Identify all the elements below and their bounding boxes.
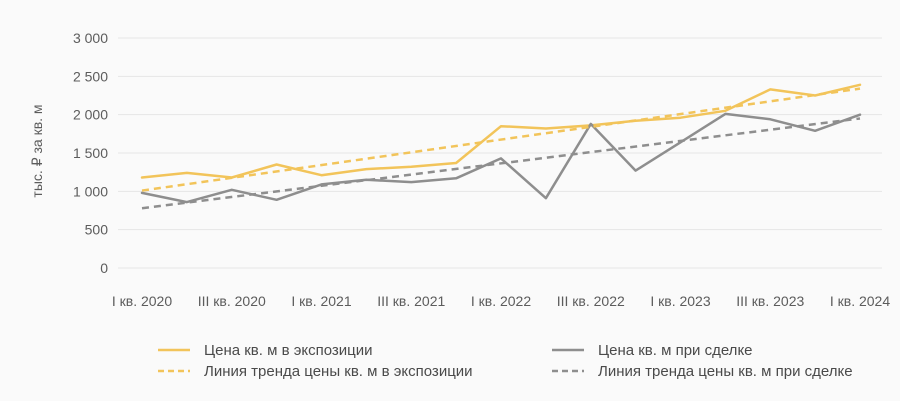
y-tick-label: 3 000	[73, 30, 108, 46]
x-tick-label: I кв. 2022	[471, 293, 531, 309]
y-tick-label: 1 000	[73, 183, 108, 199]
y-tick-label: 1 500	[73, 145, 108, 161]
trend-line-3	[141, 117, 861, 210]
x-tick-label: I кв. 2023	[650, 293, 710, 309]
x-tick-label: I кв. 2024	[830, 293, 890, 309]
x-tick-label: I кв. 2021	[291, 293, 351, 309]
y-tick-label: 0	[100, 260, 108, 276]
x-tick-label: III кв. 2023	[736, 293, 804, 309]
y-tick-label: 2 500	[73, 68, 108, 84]
y-tick-label: 500	[85, 222, 109, 238]
x-tick-label: III кв. 2020	[198, 293, 266, 309]
y-tick-label: 2 000	[73, 107, 108, 123]
x-tick-label: III кв. 2021	[377, 293, 445, 309]
x-tick-label: III кв. 2022	[557, 293, 625, 309]
legend-label: Линия тренда цены кв. м при сделке	[598, 363, 853, 380]
legend-label: Линия тренда цены кв. м в экспозиции	[204, 363, 473, 380]
series-line-1	[140, 112, 862, 204]
y-axis-label: тыс. ₽ за кв. м	[29, 104, 45, 197]
x-tick-label: I кв. 2020	[112, 293, 172, 309]
legend-label: Цена кв. м в экспозиции	[204, 342, 373, 359]
legend-label: Цена кв. м при сделке	[598, 342, 753, 359]
trend-line-2	[141, 87, 861, 192]
series-line-0	[140, 83, 862, 179]
